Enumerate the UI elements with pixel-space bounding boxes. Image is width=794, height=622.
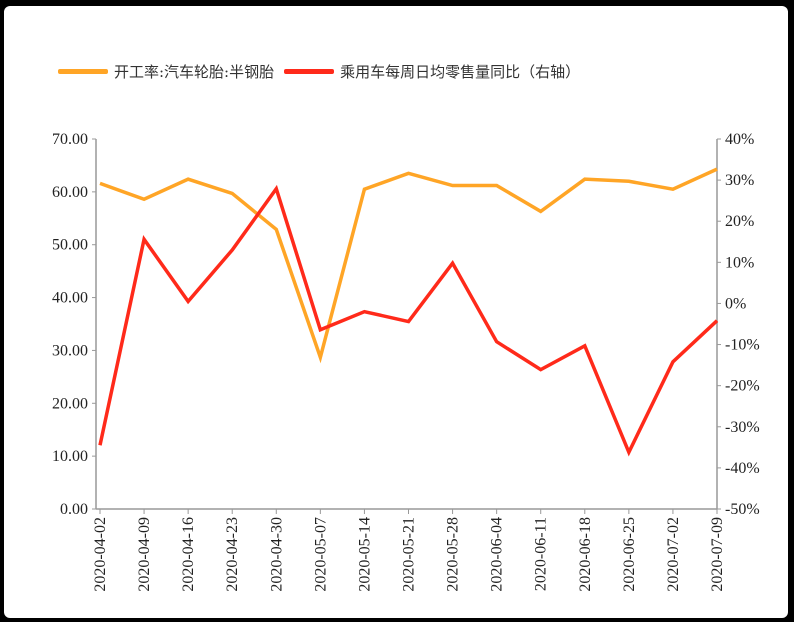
- left-tick-label: 30.00: [52, 342, 88, 359]
- series-line-0: [99, 167, 718, 364]
- legend-item-tire-rate: 开工率:汽车轮胎:半钢胎: [58, 61, 274, 82]
- right-tick-label: 30%: [725, 172, 754, 189]
- right-tick-label: 0%: [725, 295, 746, 312]
- right-tick-label: -40%: [725, 460, 760, 477]
- left-tick-label: 60.00: [52, 184, 88, 201]
- x-tick-label: 2020-07-09: [709, 517, 726, 592]
- right-tick-label: -50%: [725, 501, 760, 518]
- chart-canvas: 开工率:汽车轮胎:半钢胎 乘用车每周日均零售量同比（右轴） 0.00 10.00 2…: [4, 6, 788, 618]
- right-tick-label: 10%: [725, 254, 754, 271]
- left-tick-label: 0.00: [60, 501, 88, 518]
- x-tick-label: 2020-06-04: [489, 517, 506, 592]
- legend-label: 乘用车每周日均零售量同比（右轴）: [340, 63, 581, 81]
- x-tick-label: 2020-05-07: [312, 517, 329, 592]
- legend-label: 开工率:汽车轮胎:半钢胎: [114, 63, 275, 81]
- legend-item-retail-yoy: 乘用车每周日均零售量同比（右轴）: [284, 61, 580, 82]
- legend-swatch-red: [284, 69, 335, 74]
- right-tick-label: -30%: [725, 419, 760, 436]
- series-line-1: [98, 184, 719, 457]
- right-tick-label: -10%: [725, 337, 760, 354]
- x-tick-label: 2020-04-16: [180, 517, 197, 592]
- left-tick-label: 40.00: [52, 290, 88, 307]
- x-tick-label: 2020-04-09: [136, 517, 153, 592]
- x-tick-label: 2020-05-21: [401, 517, 418, 592]
- legend-swatch-orange: [58, 69, 108, 74]
- legend: 开工率:汽车轮胎:半钢胎 乘用车每周日均零售量同比（右轴）: [58, 61, 590, 82]
- x-tick-label: 2020-06-25: [621, 517, 638, 592]
- x-tick-label: 2020-06-18: [577, 517, 594, 592]
- x-tick-label: 2020-07-02: [665, 517, 682, 592]
- left-tick-label: 70.00: [52, 131, 88, 148]
- left-tick-label: 50.00: [52, 237, 88, 254]
- left-tick-label: 20.00: [52, 395, 88, 412]
- right-tick-label: 20%: [725, 213, 754, 230]
- right-tick-label: -20%: [725, 378, 760, 395]
- x-tick-label: 2020-04-30: [268, 517, 285, 592]
- x-tick-label: 2020-04-02: [92, 517, 109, 592]
- x-tick-label: 2020-05-14: [356, 517, 373, 592]
- x-tick-label: 2020-06-11: [533, 517, 550, 591]
- left-tick-label: 10.00: [52, 448, 88, 465]
- plot-area: 0.00 10.00 20.00 30.00 40.00 50.00 60.00 70.00 -…: [52, 131, 760, 592]
- x-tick-label: 2020-05-28: [445, 517, 462, 592]
- x-tick-label: 2020-04-23: [224, 517, 241, 592]
- right-tick-label: 40%: [725, 131, 754, 148]
